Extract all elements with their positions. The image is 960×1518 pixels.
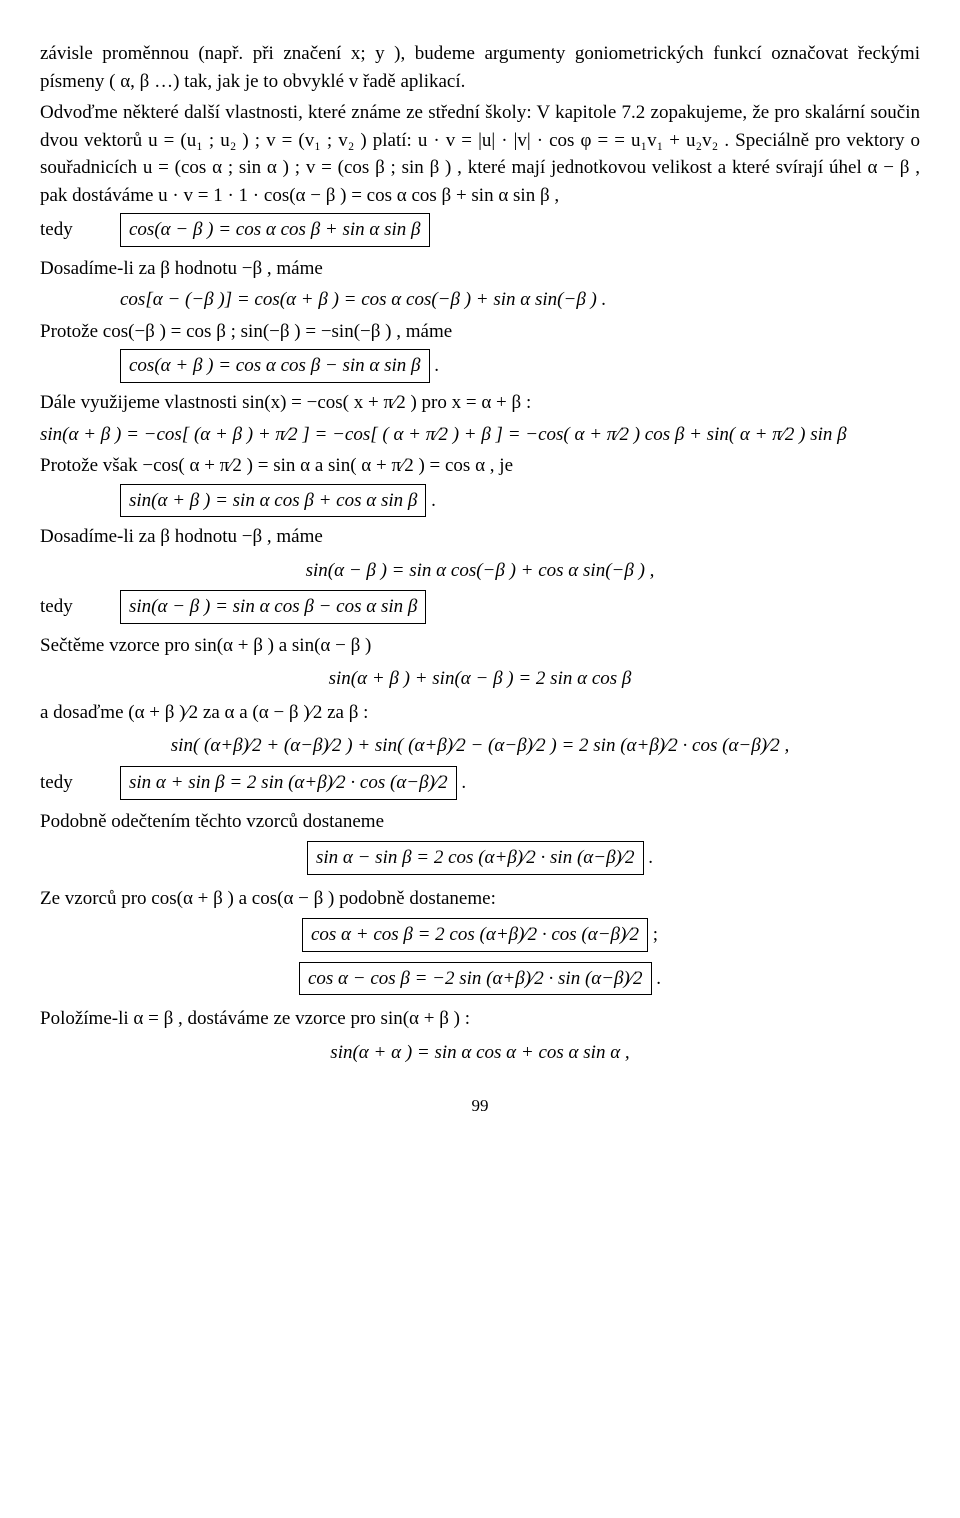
- semicolon-1: ;: [653, 924, 658, 945]
- paragraph-because-1: Protože cos(−β ) = cos β ; sin(−β ) = −s…: [40, 318, 920, 346]
- paragraph-sub-beta-1: Dosadíme-li za β hodnotu −β , máme: [40, 255, 920, 283]
- page-root: závisle proměnnou (např. při značení x; …: [0, 0, 960, 1139]
- formula-sin-minus-sin: sin α − sin β = 2 cos (α+β)⁄2 · sin (α−β…: [307, 841, 644, 875]
- period-3: .: [461, 772, 466, 793]
- period-2: .: [431, 490, 436, 511]
- eq-box-5-wrap: sin α + sin β = 2 sin (α+β)⁄2 · cos (α−β…: [120, 766, 920, 800]
- paragraph-add-sin: Sečtěme vzorce pro sin(α + β ) a sin(α −…: [40, 632, 920, 660]
- eq-box-2-wrap: cos(α + β ) = cos α cos β − sin α sin β …: [120, 349, 920, 383]
- eq-sum-sin: sin(α + β ) + sin(α − β ) = 2 sin α cos …: [40, 665, 920, 693]
- row-tedy-3: tedy sin α + sin β = 2 sin (α+β)⁄2 · cos…: [40, 766, 920, 800]
- eq-box-1-wrap: cos(α − β ) = cos α cos β + sin α sin β: [120, 213, 920, 247]
- formula-sin-diff: sin(α − β ) = sin α cos β − cos α sin β: [120, 590, 426, 624]
- formula-cos-diff: cos(α − β ) = cos α cos β + sin α sin β: [120, 213, 430, 247]
- eq-box-7-wrap: cos α + cos β = 2 cos (α+β)⁄2 · cos (α−β…: [40, 918, 920, 952]
- row-tedy-2: tedy sin(α − β ) = sin α cos β − cos α s…: [40, 590, 920, 624]
- eq-sub-half: sin( (α+β)⁄2 + (α−β)⁄2 ) + sin( (α+β)⁄2 …: [40, 732, 920, 760]
- formula-sin-sum: sin(α + β ) = sin α cos β + cos α sin β: [120, 484, 426, 518]
- row-tedy-1: tedy cos(α − β ) = cos α cos β + sin α s…: [40, 213, 920, 247]
- formula-sin-plus-sin: sin α + sin β = 2 sin (α+β)⁄2 · cos (α−β…: [120, 766, 457, 800]
- eq-box-8-wrap: cos α − cos β = −2 sin (α+β)⁄2 · sin (α−…: [40, 962, 920, 996]
- eq-sin2a: sin(α + α ) = sin α cos α + cos α sin α …: [40, 1039, 920, 1067]
- eq-sin-sub: sin(α − β ) = sin α cos(−β ) + cos α sin…: [40, 557, 920, 585]
- eq-cos-sub: cos[α − (−β )] = cos(α + β ) = cos α cos…: [120, 286, 920, 314]
- paragraph-subtract: Podobně odečtením těchto vzorců dostanem…: [40, 808, 920, 836]
- paragraph-intro-1: závisle proměnnou (např. při značení x; …: [40, 40, 920, 95]
- eq-big-sin: sin(α + β ) = −cos[ (α + β ) + π⁄2 ] = −…: [40, 421, 920, 449]
- period-4: .: [648, 847, 653, 868]
- period-5: .: [656, 968, 661, 989]
- paragraph-subst-half: a dosaďme (α + β )⁄2 za α a (α − β )⁄2 z…: [40, 699, 920, 727]
- paragraph-use-sin: Dále využijeme vlastnosti sin(x) = −cos(…: [40, 389, 920, 417]
- eq-box-6-wrap: sin α − sin β = 2 cos (α+β)⁄2 · sin (α−β…: [40, 841, 920, 875]
- period-1: .: [434, 355, 439, 376]
- paragraph-from-cos: Ze vzorců pro cos(α + β ) a cos(α − β ) …: [40, 885, 920, 913]
- label-tedy-2: tedy: [40, 593, 120, 621]
- paragraph-set-alpha-beta: Položíme-li α = β , dostáváme ze vzorce …: [40, 1005, 920, 1033]
- paragraph-sub-beta-2: Dosadíme-li za β hodnotu −β , máme: [40, 523, 920, 551]
- formula-cos-sum: cos(α + β ) = cos α cos β − sin α sin β: [120, 349, 430, 383]
- eq-box-4-wrap: sin(α − β ) = sin α cos β − cos α sin β: [120, 590, 920, 624]
- page-number: 99: [40, 1094, 920, 1119]
- formula-cos-minus-cos: cos α − cos β = −2 sin (α+β)⁄2 · sin (α−…: [299, 962, 652, 996]
- formula-cos-plus-cos: cos α + cos β = 2 cos (α+β)⁄2 · cos (α−β…: [302, 918, 648, 952]
- label-tedy-1: tedy: [40, 216, 120, 244]
- eq-box-3-wrap: sin(α + β ) = sin α cos β + cos α sin β …: [120, 484, 920, 518]
- label-tedy-3: tedy: [40, 769, 120, 797]
- paragraph-because-2: Protože však −cos( α + π⁄2 ) = sin α a s…: [40, 452, 920, 480]
- paragraph-derivation: Odvoďme některé další vlastnosti, které …: [40, 99, 920, 209]
